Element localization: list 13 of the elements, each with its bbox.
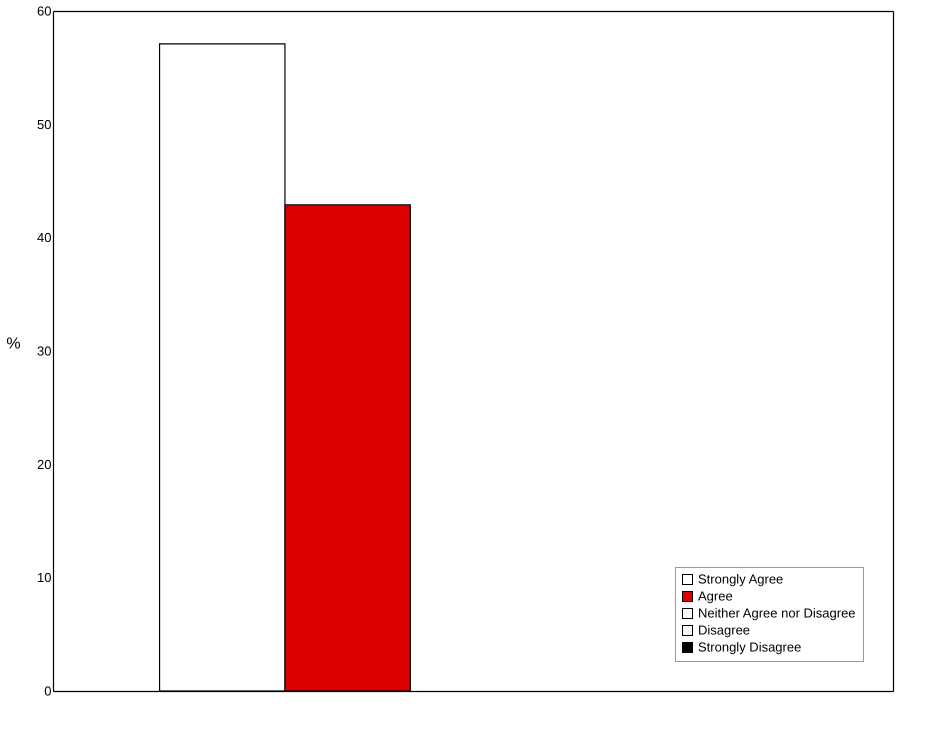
y-axis-title: % [6,336,21,352]
legend-label: Agree [698,588,733,604]
y-tick-label: 10 [37,570,52,586]
y-tick-label: 30 [37,344,52,358]
y-tick-label: 40 [37,230,52,246]
y-tick-label: 50 [37,116,52,132]
legend-label: Disagree [698,622,750,638]
y-tick-label: 0 [44,684,52,698]
legend-label: Strongly Disagree [698,640,802,654]
y-tick-label: 60 [37,4,52,18]
legend-label: Neither Agree nor Disagree [698,606,856,620]
legend-label: Strongly Agree [698,572,784,586]
y-tick-label: 20 [37,456,52,472]
